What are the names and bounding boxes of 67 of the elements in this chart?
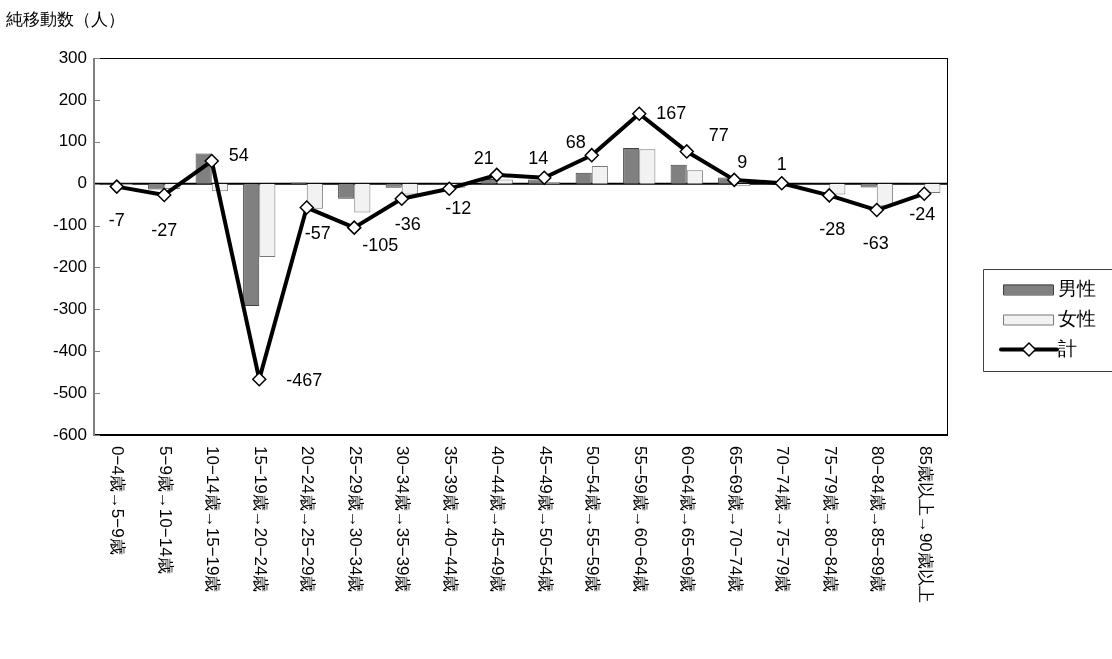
point (157, 187, 172, 203)
x-tick-label: 55−59歳→60−64歳 (630, 446, 650, 593)
y-tick-label: -500 (52, 382, 87, 402)
point (584, 147, 599, 163)
data-label: 14 (528, 147, 549, 168)
point (917, 186, 932, 201)
point (822, 188, 837, 203)
x-tick-label: 30−34歳→35−39歳 (393, 446, 413, 593)
data-label: -27 (151, 219, 178, 240)
point (489, 167, 504, 183)
legend-label: 男性 (1058, 277, 1096, 299)
x-tick-label: 65−69歳→70−74歳 (725, 446, 745, 593)
data-label: 9 (737, 151, 748, 172)
point (394, 191, 409, 206)
x-tick-label: 20−24歳→25−29歳 (298, 446, 318, 593)
point (774, 176, 789, 191)
x-tick-label: 50−54歳→55−59歳 (583, 446, 603, 593)
x-tick-label: 40−44歳→45−49歳 (488, 446, 508, 593)
data-label: -467 (286, 370, 323, 391)
x-tick-label: 15−19歳→20−24歳 (250, 446, 270, 593)
y-axis-title: 純移動数（人） (6, 9, 125, 29)
point (727, 172, 742, 188)
x-tick-label: 85歳以上→90歳以上 (915, 446, 935, 603)
data-label: 167 (656, 102, 687, 123)
point (632, 106, 647, 121)
data-label: -36 (394, 213, 421, 234)
point (442, 181, 457, 196)
y-tick-label: -600 (52, 424, 87, 444)
data-label: 77 (708, 125, 729, 146)
x-tick-label: 35−39歳→40−44歳 (440, 446, 460, 593)
point (537, 170, 552, 186)
y-tick-label: 0 (77, 173, 87, 193)
y-tick-label: -400 (52, 340, 87, 360)
point (299, 200, 314, 215)
x-tick-label: 0−4歳→5−9歳 (108, 446, 128, 555)
x-tick-label: 80−84歳→85−89歳 (868, 446, 888, 593)
x-tick-label: 10−14歳→15−19歳 (203, 446, 223, 593)
x-tick-label: 60−64歳→65−69歳 (678, 446, 698, 593)
x-tick-label: 25−29歳→30−34歳 (345, 446, 365, 593)
y-tick-label: 300 (58, 47, 87, 67)
data-label: -7 (108, 209, 125, 230)
point (347, 220, 362, 235)
y-tick-label: -300 (52, 299, 87, 319)
point (109, 179, 124, 194)
point (679, 144, 694, 159)
data-label: -24 (909, 203, 936, 224)
legend-label: 計 (1058, 337, 1077, 359)
point (252, 372, 267, 387)
data-label: -63 (862, 233, 889, 254)
data-label: -105 (362, 234, 399, 255)
x-tick-label: 45−49歳→50−54歳 (535, 446, 555, 593)
data-label: -12 (445, 197, 472, 218)
data-label: 54 (228, 145, 249, 166)
data-label: -57 (304, 222, 331, 243)
y-tick-label: -100 (52, 215, 87, 235)
data-label: 68 (565, 132, 586, 153)
x-tick-label: 75−79歳→80−84歳 (820, 446, 840, 593)
data-label: 21 (473, 147, 494, 168)
data-label: 1 (776, 154, 787, 175)
point (869, 202, 884, 218)
y-tick-label: -200 (52, 257, 87, 277)
data-label: -28 (819, 219, 846, 240)
x-tick-label: 5−9歳→10−14歳 (155, 446, 175, 574)
legend-label: 女性 (1058, 307, 1096, 329)
y-tick-label: 200 (58, 89, 87, 109)
x-tick-label: 70−74歳→75−79歳 (773, 446, 793, 593)
y-tick-label: 100 (58, 131, 87, 151)
